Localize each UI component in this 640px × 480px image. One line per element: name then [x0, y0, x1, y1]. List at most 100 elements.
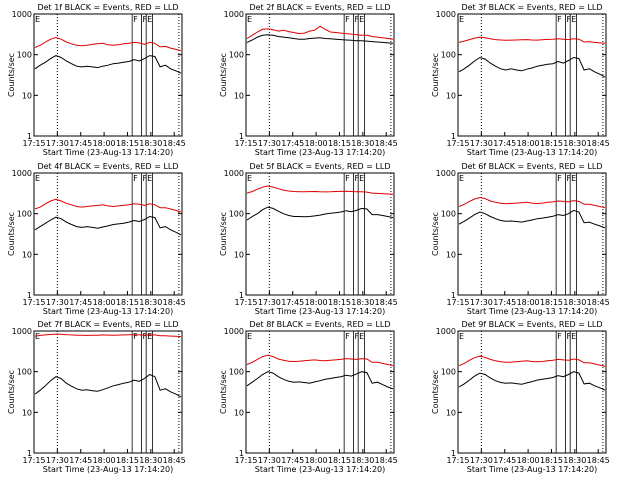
x-tick-label: 17:30 [470, 139, 493, 148]
y-axis-label: Counts/sec [219, 53, 228, 97]
marker-label: F [566, 15, 571, 24]
y-tick-label: 10 [22, 250, 32, 259]
x-tick-label: 17:30 [470, 298, 493, 307]
lld-series-line [34, 198, 182, 213]
y-tick-label: 100 [441, 210, 456, 219]
marker-label: F [133, 15, 138, 24]
x-tick-label: 17:15 [446, 139, 469, 148]
marker-label: E [247, 15, 252, 24]
x-tick-label: 18:30 [351, 456, 374, 465]
y-tick-label: 1 [27, 291, 32, 300]
x-tick-label: 17:45 [493, 139, 516, 148]
y-tick-label: 10 [22, 91, 32, 100]
x-axis-label: Start Time (23-Aug-13 17:14:20) [255, 307, 386, 316]
marker-label: F [566, 174, 571, 183]
y-tick-label: 1000 [436, 327, 456, 336]
panel-title: Det 7f BLACK = Events, RED = LLD [37, 320, 178, 329]
marker-label: F [566, 332, 571, 341]
x-tick-label: 18:30 [351, 139, 374, 148]
x-tick-label: 18:45 [375, 298, 398, 307]
marker-label: F [142, 174, 147, 183]
y-tick-label: 1 [451, 449, 456, 458]
marker-label: E [459, 15, 464, 24]
x-axis-label: Start Time (23-Aug-13 17:14:20) [255, 465, 386, 474]
y-tick-label: 10 [234, 250, 244, 259]
events-series-line [246, 34, 394, 44]
y-tick-label: 1 [27, 132, 32, 141]
x-tick-label: 17:30 [258, 139, 281, 148]
marker-label: E [359, 174, 364, 183]
x-tick-label: 18:00 [517, 456, 540, 465]
x-tick-label: 17:15 [446, 298, 469, 307]
events-series-line [34, 215, 182, 236]
x-tick-label: 17:45 [69, 298, 92, 307]
y-tick-label: 1 [239, 291, 244, 300]
x-tick-label: 18:15 [328, 456, 351, 465]
x-tick-label: 18:45 [163, 456, 186, 465]
y-tick-label: 100 [229, 368, 244, 377]
y-tick-label: 1000 [12, 327, 32, 336]
x-axis-label: Start Time (23-Aug-13 17:14:20) [467, 148, 598, 157]
x-tick-label: 18:30 [563, 139, 586, 148]
x-axis-label: Start Time (23-Aug-13 17:14:20) [467, 465, 598, 474]
marker-label: E [359, 15, 364, 24]
panel-title: Det 6f BLACK = Events, RED = LLD [461, 162, 602, 171]
lld-series-line [246, 25, 394, 40]
x-tick-label: 18:45 [375, 139, 398, 148]
y-tick-label: 10 [234, 91, 244, 100]
lld-series-line [34, 333, 182, 338]
x-tick-label: 17:45 [493, 456, 516, 465]
y-tick-label: 100 [441, 51, 456, 60]
y-tick-label: 100 [229, 210, 244, 219]
marker-label: F [345, 174, 350, 183]
x-axis-label: Start Time (23-Aug-13 17:14:20) [43, 465, 174, 474]
panel-title: Det 3f BLACK = Events, RED = LLD [461, 3, 602, 12]
plot-frame [245, 13, 395, 137]
y-tick-label: 100 [229, 51, 244, 60]
lld-series-line [458, 355, 606, 367]
x-axis-label: Start Time (23-Aug-13 17:14:20) [43, 148, 174, 157]
marker-label: E [147, 15, 152, 24]
x-tick-label: 18:45 [375, 456, 398, 465]
marker-label: E [35, 332, 40, 341]
y-tick-label: 100 [17, 368, 32, 377]
x-tick-label: 18:30 [563, 456, 586, 465]
events-series-line [458, 56, 606, 78]
y-axis-label: Counts/sec [7, 212, 16, 256]
marker-label: E [35, 174, 40, 183]
x-tick-label: 18:00 [305, 456, 328, 465]
y-tick-label: 10 [446, 91, 456, 100]
marker-label: E [35, 15, 40, 24]
events-series-line [458, 371, 606, 391]
x-tick-label: 17:30 [46, 139, 69, 148]
y-tick-label: 100 [17, 51, 32, 60]
events-series-line [246, 371, 394, 390]
x-tick-label: 17:45 [281, 456, 304, 465]
panel-title: Det 9f BLACK = Events, RED = LLD [461, 320, 602, 329]
y-tick-label: 1 [239, 132, 244, 141]
marker-label: F [557, 15, 562, 24]
marker-label: E [571, 174, 576, 183]
marker-label: F [133, 174, 138, 183]
marker-label: F [354, 332, 359, 341]
x-tick-label: 18:15 [540, 298, 563, 307]
marker-label: F [133, 332, 138, 341]
y-axis-label: Counts/sec [219, 212, 228, 256]
marker-label: F [557, 174, 562, 183]
y-axis-label: Counts/sec [219, 370, 228, 414]
x-tick-label: 17:15 [22, 298, 45, 307]
x-tick-label: 18:00 [93, 456, 116, 465]
x-tick-label: 18:30 [139, 139, 162, 148]
x-tick-label: 18:45 [587, 456, 610, 465]
y-axis-label: Counts/sec [7, 370, 16, 414]
x-tick-label: 18:15 [540, 456, 563, 465]
events-series-line [246, 206, 394, 221]
y-tick-label: 1 [27, 449, 32, 458]
x-tick-label: 17:15 [22, 139, 45, 148]
lld-series-line [458, 196, 606, 209]
